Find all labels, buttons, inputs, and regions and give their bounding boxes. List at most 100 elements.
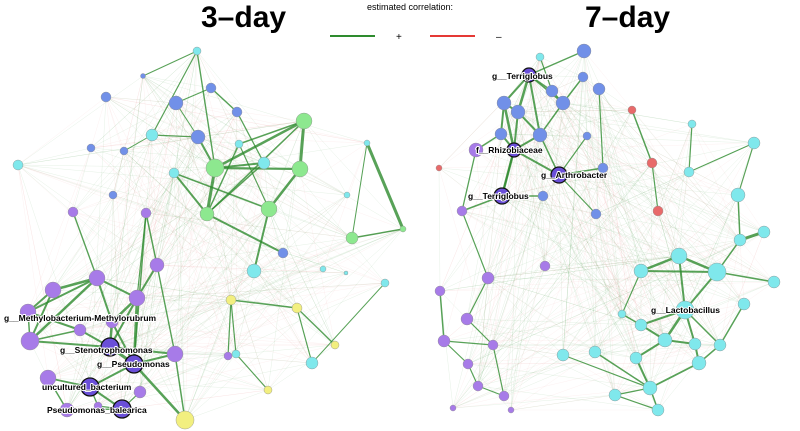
positive-correlation-edge xyxy=(90,147,353,239)
positive-correlation-edge xyxy=(111,75,144,323)
negative-correlation-edge xyxy=(539,134,718,273)
negative-correlation-edge xyxy=(121,389,269,410)
positive-correlation-edge xyxy=(562,354,651,389)
negative-correlation-edge xyxy=(452,213,597,409)
positive-correlation-edge xyxy=(29,340,111,348)
negative-correlation-edge xyxy=(528,74,642,272)
negative-correlation-edge xyxy=(475,149,686,311)
negative-correlation-edge xyxy=(29,340,269,391)
positive-correlation-edge xyxy=(29,136,199,342)
positive-correlation-edge xyxy=(503,265,546,397)
positive-correlation-edge xyxy=(109,228,404,348)
negative-correlation-edge xyxy=(562,194,739,356)
negative-correlation-edge xyxy=(562,102,666,341)
7day-node-cyan xyxy=(617,309,627,319)
positive-correlation-edge xyxy=(197,136,348,196)
negative-correlation-edge xyxy=(145,212,353,239)
negative-correlation-edge xyxy=(175,102,269,391)
negative-correlation-edge xyxy=(66,344,336,411)
7day-node-darkpurple xyxy=(493,187,511,205)
positive-correlation-edge xyxy=(477,76,584,387)
positive-correlation-edge xyxy=(487,255,680,279)
negative-correlation-edge xyxy=(136,142,368,299)
positive-correlation-edge xyxy=(196,50,386,284)
positive-correlation-edge xyxy=(52,167,216,291)
positive-correlation-edge xyxy=(156,172,175,266)
negative-correlation-edge xyxy=(475,135,588,151)
negative-correlation-edge xyxy=(174,353,269,391)
7day-node-purple xyxy=(437,334,451,348)
7day-node-blue xyxy=(494,127,508,141)
negative-correlation-edge xyxy=(551,90,597,215)
negative-correlation-edge xyxy=(517,109,633,113)
negative-correlation-edge xyxy=(196,50,255,272)
positive-correlation-edge xyxy=(230,228,404,301)
negative-correlation-edge xyxy=(235,194,348,355)
positive-correlation-edge xyxy=(267,167,302,211)
positive-correlation-edge xyxy=(17,164,348,196)
positive-correlation-edge xyxy=(502,101,516,152)
3day-node-purple xyxy=(140,207,152,219)
positive-correlation-edge xyxy=(438,167,739,196)
positive-correlation-edge xyxy=(503,281,775,397)
positive-correlation-edge xyxy=(230,299,237,355)
positive-correlation-edge xyxy=(112,150,125,196)
negative-correlation-edge xyxy=(635,303,745,359)
3day-node-green xyxy=(399,225,407,233)
positive-correlation-edge xyxy=(263,162,336,346)
positive-correlation-edge xyxy=(583,50,616,396)
negative-correlation-edge xyxy=(322,142,368,270)
positive-correlation-edge xyxy=(492,162,653,346)
3day-node-blue xyxy=(140,73,146,79)
negative-correlation-edge xyxy=(184,355,229,421)
positive-correlation-edge xyxy=(539,56,544,197)
negative-correlation-edge xyxy=(27,311,135,365)
negative-correlation-edge xyxy=(111,321,336,346)
positive-correlation-edge xyxy=(79,329,176,355)
negative-correlation-edge xyxy=(136,270,255,299)
positive-correlation-edge xyxy=(500,133,642,326)
negative-correlation-edge xyxy=(196,50,238,113)
positive-correlation-edge xyxy=(96,120,305,279)
negative-correlation-edge xyxy=(139,353,176,393)
negative-correlation-edge xyxy=(651,162,741,241)
positive-correlation-edge xyxy=(477,339,666,387)
positive-correlation-edge xyxy=(184,299,232,421)
positive-correlation-edge xyxy=(492,344,505,397)
3day-node-cyan xyxy=(246,263,262,279)
3day-node-yellow xyxy=(225,294,237,306)
negative-correlation-edge xyxy=(477,102,505,387)
negative-correlation-edge xyxy=(17,164,114,196)
3day-node-cyan xyxy=(192,46,202,56)
negative-correlation-edge xyxy=(27,282,386,313)
positive-correlation-edge xyxy=(173,172,237,355)
3day-node-purple xyxy=(223,351,233,361)
3day-node-purple xyxy=(133,385,147,399)
positive-correlation-edge xyxy=(79,136,199,331)
positive-correlation-edge xyxy=(688,142,755,173)
positive-correlation-edge xyxy=(501,195,642,272)
label-terriglobus-bottom: g__Terriglobus xyxy=(468,191,529,201)
negative-correlation-edge xyxy=(583,50,623,315)
positive-correlation-edge xyxy=(513,50,585,151)
3day-node-cyan xyxy=(231,349,241,359)
positive-correlation-edge xyxy=(649,194,739,389)
positive-correlation-edge xyxy=(562,50,585,356)
positive-correlation-edge xyxy=(66,87,212,411)
7day-node-cyan xyxy=(707,262,727,282)
positive-correlation-edge xyxy=(173,50,198,174)
negative-correlation-edge xyxy=(510,109,633,411)
positive-correlation-edge xyxy=(112,194,123,410)
positive-correlation-edge xyxy=(267,344,336,391)
negative-correlation-edge xyxy=(123,150,313,364)
7day-node-cyan xyxy=(691,355,707,371)
positive-correlation-edge xyxy=(517,111,546,267)
positive-correlation-edge xyxy=(311,282,386,364)
positive-correlation-edge xyxy=(142,50,198,77)
positive-correlation-edge xyxy=(487,277,564,356)
negative-correlation-edge xyxy=(517,111,623,315)
positive-correlation-edge xyxy=(174,50,198,355)
negative-correlation-edge xyxy=(139,134,153,393)
positive-correlation-edge xyxy=(90,50,198,149)
negative-correlation-edge xyxy=(501,102,564,197)
